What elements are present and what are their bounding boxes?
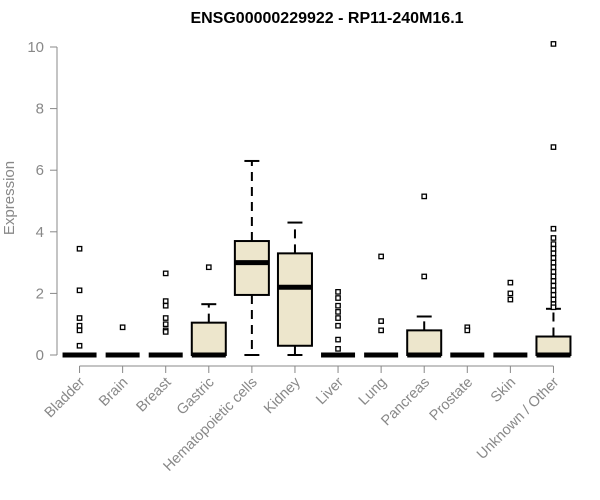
outlier-point bbox=[550, 241, 557, 247]
outlier-point bbox=[550, 144, 557, 150]
box-unknown-other bbox=[535, 41, 572, 358]
outlier-point bbox=[76, 245, 83, 252]
outlier-point bbox=[76, 315, 83, 321]
outlier-point bbox=[550, 259, 557, 266]
box-gastric bbox=[190, 264, 227, 358]
outlier-point bbox=[550, 282, 557, 289]
outlier-point bbox=[464, 327, 471, 334]
outlier-point bbox=[507, 279, 514, 286]
outlier-point bbox=[335, 315, 341, 321]
y-tick-label: 8 bbox=[36, 101, 44, 118]
outlier-point bbox=[335, 336, 341, 343]
x-tick-label: Brain bbox=[96, 375, 131, 410]
outlier-point bbox=[162, 315, 169, 321]
outlier-point bbox=[550, 304, 557, 311]
x-tick-label: Prostate bbox=[427, 375, 476, 424]
outlier-point bbox=[421, 193, 428, 200]
box-prostate bbox=[450, 324, 485, 358]
outlier-point bbox=[550, 296, 557, 303]
box-skin bbox=[493, 279, 528, 358]
y-tick-label: 4 bbox=[36, 224, 44, 241]
outlier-point bbox=[550, 278, 557, 284]
outlier-point bbox=[335, 302, 341, 309]
outlier-point bbox=[550, 250, 557, 257]
outlier-point bbox=[335, 345, 341, 352]
box-hematopoietic-cells bbox=[233, 159, 270, 356]
x-tick-label: Skin bbox=[488, 375, 519, 406]
y-axis: 0 2 4 6 8 10 bbox=[27, 39, 58, 364]
outlier-point bbox=[550, 245, 557, 252]
iqr-box bbox=[190, 321, 227, 357]
outlier-point bbox=[162, 298, 169, 304]
y-tick-label: 6 bbox=[36, 162, 44, 179]
outlier-point bbox=[507, 290, 514, 297]
x-tick-label: Lung bbox=[356, 375, 390, 409]
outlier-point bbox=[335, 289, 341, 295]
outlier-point bbox=[335, 309, 341, 315]
outlier-point bbox=[162, 302, 169, 309]
outlier-point bbox=[378, 327, 384, 334]
iqr-box bbox=[535, 335, 572, 356]
x-tick-label: Unknown / Other bbox=[474, 374, 562, 462]
y-axis-title: Expression bbox=[1, 161, 18, 235]
outlier-point bbox=[162, 270, 169, 277]
outlier-point bbox=[76, 327, 83, 334]
outlier-point bbox=[76, 342, 83, 349]
outlier-point bbox=[378, 318, 384, 324]
box-lung bbox=[364, 253, 399, 358]
x-tick-label: Kidney bbox=[261, 374, 304, 417]
outlier-point bbox=[76, 287, 83, 294]
box-liver bbox=[321, 289, 356, 358]
x-tick-label: Liver bbox=[313, 374, 347, 408]
outlier-point bbox=[550, 255, 557, 261]
outlier-point bbox=[550, 273, 557, 280]
outlier-point bbox=[335, 322, 341, 329]
outlier-point bbox=[550, 41, 557, 47]
outlier-point bbox=[335, 295, 341, 301]
box-pancreas bbox=[406, 193, 443, 358]
iqr-box bbox=[406, 329, 443, 356]
x-tick-label: Bladder bbox=[42, 374, 89, 421]
outlier-point bbox=[550, 292, 557, 298]
y-tick-label: 0 bbox=[36, 347, 44, 364]
outlier-point bbox=[119, 324, 126, 331]
outlier-point bbox=[550, 268, 557, 275]
outlier-point bbox=[162, 321, 169, 328]
outlier-point bbox=[550, 287, 557, 294]
chart-title: ENSG00000229922 - RP11-240M16.1 bbox=[190, 10, 463, 27]
box-bladder bbox=[62, 245, 97, 358]
outlier-point bbox=[421, 273, 428, 280]
outlier-point bbox=[550, 235, 557, 241]
box-series bbox=[62, 41, 572, 358]
outlier-point bbox=[507, 296, 514, 303]
box-breast bbox=[148, 270, 183, 358]
box-brain bbox=[105, 324, 140, 358]
y-tick-label: 2 bbox=[36, 285, 44, 302]
x-tick-label: Breast bbox=[134, 375, 175, 416]
outlier-point bbox=[550, 225, 557, 232]
outlier-point bbox=[162, 329, 169, 335]
iqr-box bbox=[276, 252, 313, 347]
outlier-point bbox=[76, 322, 83, 329]
outlier-point bbox=[550, 264, 557, 271]
y-tick-label: 10 bbox=[27, 39, 44, 56]
box-kidney bbox=[276, 221, 313, 356]
iqr-box bbox=[233, 240, 270, 296]
outlier-point bbox=[205, 264, 212, 271]
outlier-point bbox=[378, 253, 384, 260]
